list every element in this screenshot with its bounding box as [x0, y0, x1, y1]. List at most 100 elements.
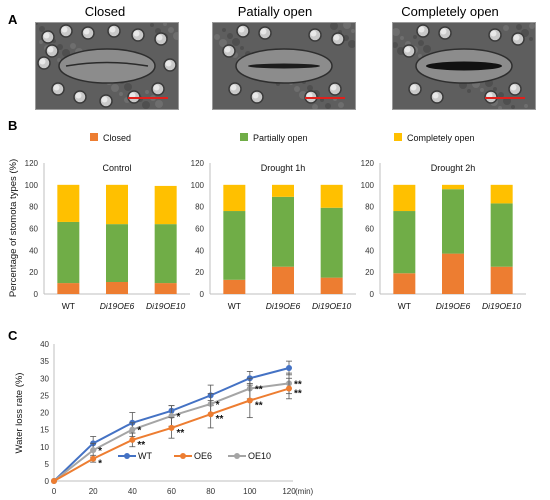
significance-oe6: **	[137, 440, 145, 451]
y-tick-label: 35	[40, 357, 49, 366]
subchart-title-0: Control	[102, 163, 131, 173]
surface-texture	[393, 42, 398, 48]
bar-y-axis-title: Percentage of stomota types (%)	[8, 159, 19, 297]
bar-segment-closed	[223, 279, 246, 294]
legend-marker-oe10	[234, 453, 240, 459]
papilla-highlight	[83, 28, 90, 35]
x-tick-label: 120	[282, 487, 296, 496]
data-point-oe6	[286, 385, 292, 392]
bar-segment-partially-open	[393, 211, 416, 274]
x-category-label: Di19OE10	[312, 301, 351, 311]
y-tick-label: 20	[365, 268, 374, 277]
surface-texture	[307, 85, 313, 91]
surface-texture	[163, 23, 167, 26]
x-tick-label: 20	[89, 487, 98, 496]
significance-oe10: **	[294, 379, 302, 390]
legend-label-wt: WT	[138, 451, 152, 461]
legend-swatch-1	[240, 133, 248, 141]
papilla-highlight	[410, 84, 417, 91]
y-tick-label: 60	[195, 225, 204, 234]
surface-texture	[173, 32, 178, 40]
surface-texture	[39, 40, 43, 44]
papilla-highlight	[156, 34, 163, 41]
surface-texture	[467, 89, 471, 93]
bar-segment-closed	[490, 266, 513, 294]
significance-oe6: **	[216, 414, 224, 425]
bar-segment-completely-open	[490, 184, 513, 204]
y-tick-label: 5	[45, 460, 50, 469]
y-tick-label: 100	[361, 181, 375, 190]
x-category-label: WT	[398, 301, 411, 311]
bar-segment-partially-open	[223, 211, 246, 280]
x-tick-label: 80	[206, 487, 215, 496]
x-category-label: Di19OE10	[146, 301, 185, 311]
y-tick-label: 20	[195, 268, 204, 277]
papilla-highlight	[513, 34, 520, 41]
x-tick-label: 0	[52, 487, 57, 496]
bar-segment-partially-open	[106, 224, 128, 282]
data-point-oe6	[51, 478, 57, 484]
papilla-highlight	[153, 84, 160, 91]
x-axis-unit: (min)	[295, 487, 314, 496]
surface-texture	[343, 23, 351, 29]
scale-bar	[305, 97, 345, 99]
surface-texture	[393, 28, 400, 36]
bar-segment-closed	[154, 283, 177, 294]
papilla-highlight	[39, 58, 46, 65]
surface-texture	[413, 35, 417, 39]
significance-oe10: *	[98, 446, 102, 457]
surface-texture	[529, 37, 533, 41]
bar-segment-closed	[106, 281, 128, 294]
significance-oe6: **	[294, 389, 302, 400]
papilla-highlight	[510, 84, 517, 91]
x-tick-label: 100	[243, 487, 257, 496]
y-tick-label: 40	[40, 340, 49, 349]
micrograph-title-closed: Closed	[84, 4, 126, 19]
significance-oe6: **	[255, 401, 263, 412]
papilla-highlight	[230, 84, 237, 91]
surface-texture	[145, 90, 149, 94]
significance-oe6: *	[98, 459, 102, 470]
y-tick-label: 30	[40, 374, 49, 383]
y-tick-label: 60	[365, 225, 374, 234]
significance-oe10: **	[255, 385, 263, 396]
y-tick-label: 15	[40, 426, 49, 435]
legend-swatch-2	[394, 133, 402, 141]
papilla-highlight	[404, 46, 411, 53]
x-category-label: Di19OE10	[482, 301, 521, 311]
surface-texture	[418, 40, 424, 46]
legend-label-oe6: OE6	[194, 451, 212, 461]
surface-texture	[524, 104, 528, 108]
y-tick-label: 20	[40, 409, 49, 418]
papilla-highlight	[224, 46, 231, 53]
y-tick-label: 40	[29, 246, 38, 255]
papilla-highlight	[418, 26, 425, 33]
data-point-oe10	[90, 447, 97, 454]
legend-label-1: Partially open	[253, 133, 308, 143]
y-tick-label: 40	[195, 246, 204, 255]
surface-texture	[142, 101, 150, 109]
papilla-highlight	[109, 26, 116, 33]
data-point-oe6	[207, 411, 214, 418]
surface-texture	[418, 54, 422, 58]
subchart-title-2: Drought 2h	[431, 163, 476, 173]
y-tick-label: 100	[191, 181, 205, 190]
y-tick-label: 80	[195, 203, 204, 212]
bar-segment-completely-open	[57, 184, 80, 222]
surface-texture	[325, 103, 331, 109]
surface-texture	[155, 100, 163, 108]
y-tick-label: 120	[191, 159, 205, 168]
legend-marker-oe6	[180, 453, 186, 459]
surface-texture	[57, 58, 61, 62]
y-tick-label: 100	[25, 181, 39, 190]
papilla-highlight	[75, 92, 82, 99]
surface-texture	[124, 83, 132, 91]
micrograph-title-partial: Patially open	[237, 4, 313, 19]
y-tick-label: 0	[45, 477, 50, 486]
y-tick-label: 25	[40, 391, 49, 400]
papilla-highlight	[440, 28, 447, 35]
surface-texture	[480, 88, 484, 92]
surface-texture	[493, 87, 497, 91]
surface-texture	[222, 28, 226, 32]
significance-oe6: **	[177, 428, 185, 439]
